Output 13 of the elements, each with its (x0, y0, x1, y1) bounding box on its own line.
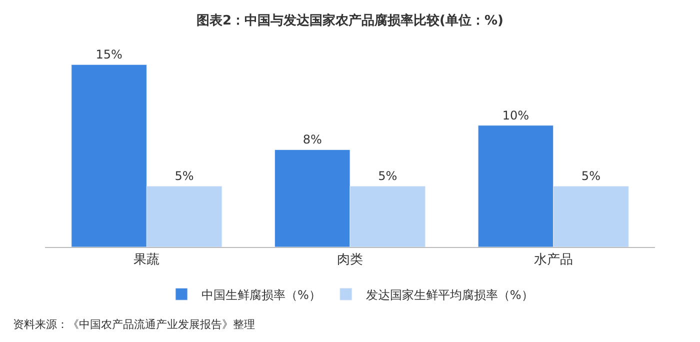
data-label: 15% (96, 48, 122, 62)
legend-label: 中国生鲜腐损率（%） (202, 288, 321, 302)
text: 资料来源：《中国农产品流通产业发展报告》整理 (13, 318, 255, 331)
x-tick-label: 果蔬 (134, 252, 160, 268)
data-label: 5% (174, 169, 194, 184)
chart-title: 图表2：中国与发达国家农产品腐损率比较(单位：%) (196, 12, 504, 28)
data-label: 5% (581, 169, 600, 184)
data-label: 8% (302, 132, 322, 147)
data-label: 10% (502, 108, 530, 122)
data-label: 5% (378, 169, 398, 184)
x-tick-label: 水产品 (534, 252, 573, 268)
x-tick-label: 肉类 (337, 252, 363, 268)
legend-label: 发达国家生鲜平均腐损率（%） (366, 288, 534, 302)
